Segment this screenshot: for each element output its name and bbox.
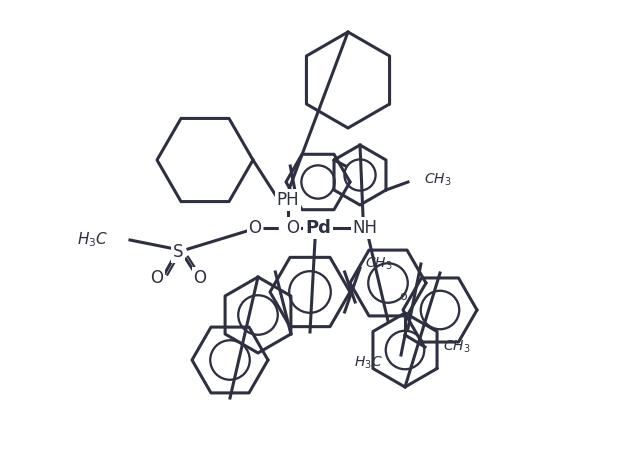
Text: $CH_3$: $CH_3$ <box>365 256 392 272</box>
Text: O: O <box>248 219 262 237</box>
Text: PH: PH <box>276 191 300 209</box>
Text: NH: NH <box>353 219 378 237</box>
Text: Pd: Pd <box>305 219 331 237</box>
Text: $CH_3$: $CH_3$ <box>424 172 451 188</box>
Text: S: S <box>173 243 183 261</box>
Text: O: O <box>193 269 207 287</box>
Text: $H_3C$: $H_3C$ <box>77 231 108 250</box>
Text: O: O <box>150 269 163 287</box>
Text: o: o <box>399 290 407 303</box>
Text: O: O <box>287 219 300 237</box>
Text: $CH_3$: $CH_3$ <box>443 339 470 355</box>
Text: $H_3C$: $H_3C$ <box>355 355 383 371</box>
